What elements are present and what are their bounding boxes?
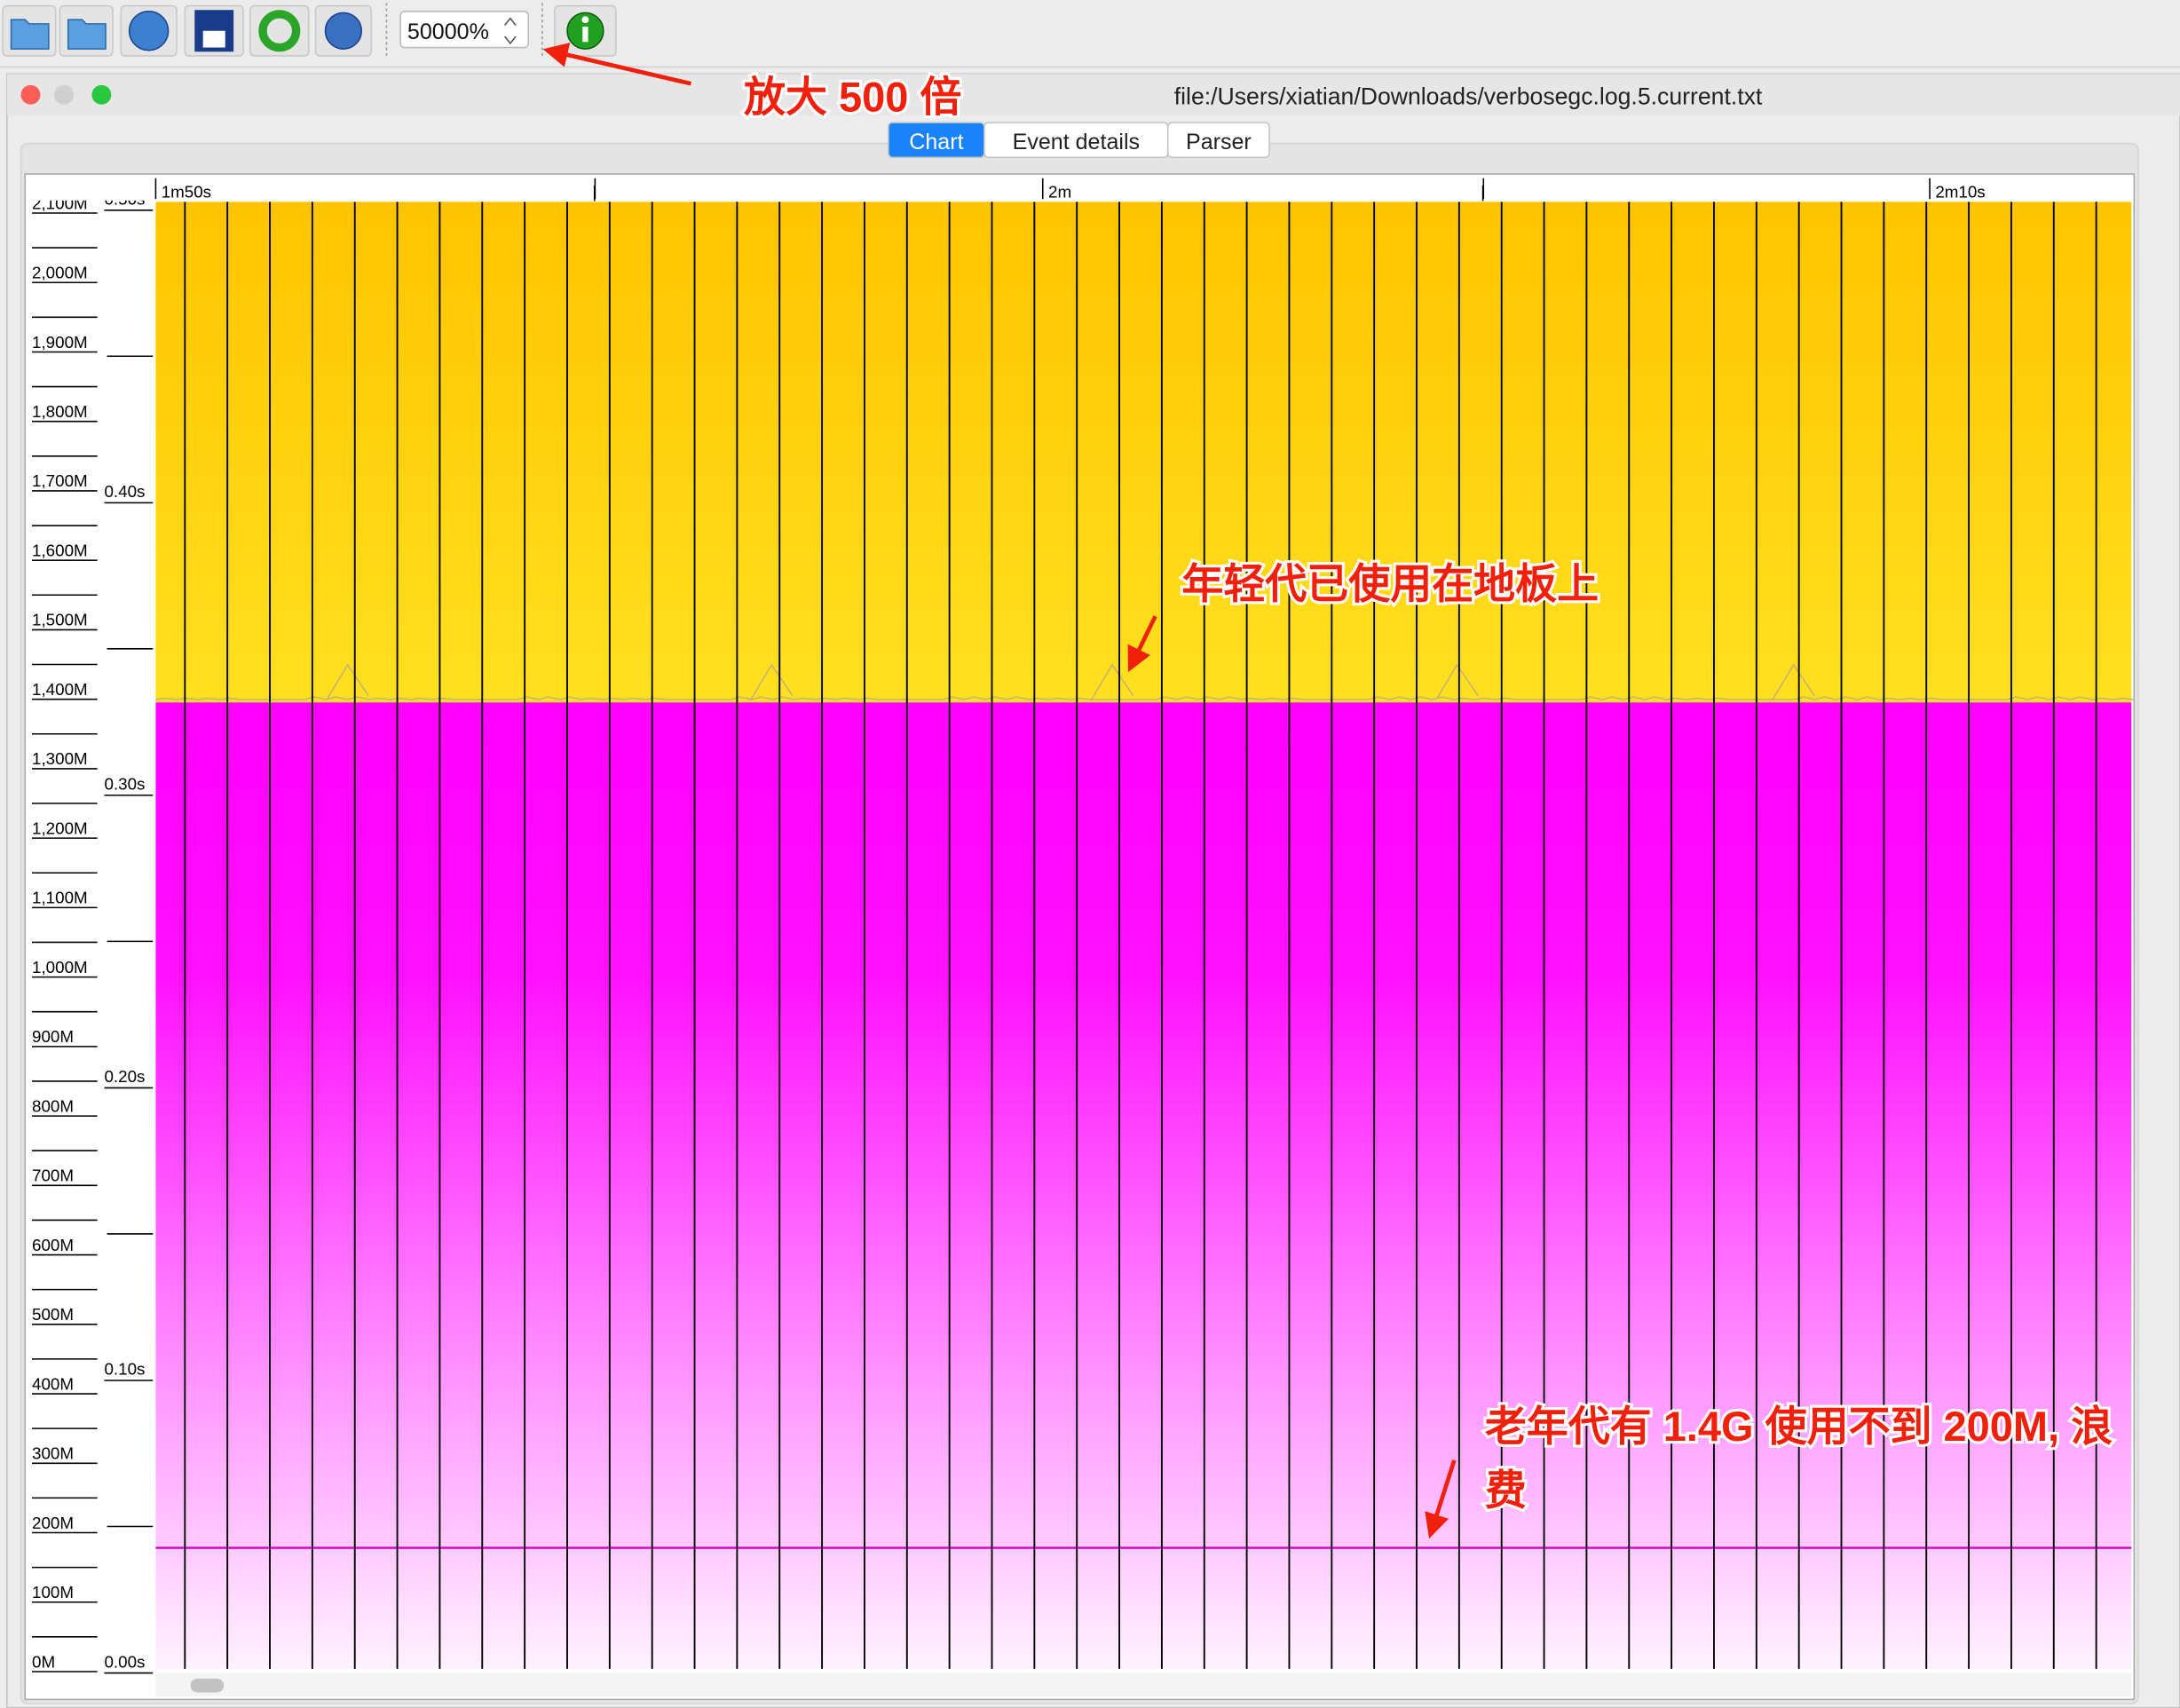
axes: 1m50s | 2m | 2m10s 0M 100M 200M 300M 400M 500M 600M… — [26, 175, 1986, 1674]
annotation-arrow — [1425, 1459, 1457, 1539]
memory-tick-label: 600M — [32, 1236, 74, 1254]
globe-icon — [128, 11, 170, 51]
memory-tick-label: 1,800M — [32, 402, 88, 421]
window-title: file:/Users/xiatian/Downloads/verbosegc.… — [1174, 83, 1763, 110]
time-tick-label: 2m10s — [1935, 183, 1985, 202]
time-tick-label: | — [592, 183, 596, 202]
memory-tick-label: 1,100M — [32, 889, 88, 907]
memory-tick-label: 800M — [32, 1096, 74, 1115]
info-icon-glyph — [582, 27, 588, 43]
memory-tick-label: 0M — [32, 1652, 55, 1671]
memory-tick-label: 2,000M — [32, 264, 88, 282]
folder-icon — [10, 19, 50, 50]
gc-lines — [184, 202, 2097, 1669]
refresh-icon — [258, 10, 301, 52]
memory-tick-label: 700M — [32, 1166, 74, 1185]
tenured-generation-area — [155, 702, 2132, 1669]
zoom-spinner[interactable] — [399, 11, 529, 49]
watch-icon — [324, 12, 363, 50]
memory-tick-label: 900M — [32, 1027, 74, 1046]
annotation-arrow — [542, 43, 691, 86]
folder-icon — [67, 19, 107, 50]
minimize-button[interactable] — [54, 84, 75, 105]
memory-tick-label: 1,700M — [32, 471, 88, 490]
annotation-text: 费 — [1485, 1467, 1527, 1514]
window-titlebar — [6, 74, 2180, 116]
tab-bar: Chart Event details Parser — [888, 122, 1270, 159]
annotation-text: 放大 500 倍 — [744, 74, 961, 121]
tab-label: Parser — [1186, 130, 1252, 154]
memory-tick-label: 200M — [32, 1514, 74, 1532]
top-mask — [26, 175, 154, 201]
memory-tick-label: 1,200M — [32, 818, 88, 837]
pause-tick-label: 0.30s — [104, 775, 145, 794]
memory-tick-label: 400M — [32, 1374, 74, 1393]
save-icon-label — [202, 30, 225, 48]
time-tick-label: 2m — [1048, 183, 1071, 202]
scrollbar-thumb[interactable] — [190, 1678, 225, 1693]
memory-tick-label: 1,400M — [32, 680, 88, 699]
tab-label: Event details — [1013, 130, 1140, 154]
spinner-arrows — [503, 17, 517, 45]
pause-tick-label: 0.10s — [104, 1360, 145, 1379]
annotation-arrow — [1127, 615, 1157, 673]
memory-tick-label: 1,500M — [32, 611, 88, 629]
horizontal-scrollbar[interactable] — [155, 1672, 2132, 1697]
memory-tick-label: 1,600M — [32, 541, 88, 559]
young-used-line — [155, 663, 2135, 700]
time-tick-label: 1m50s — [162, 183, 211, 202]
memory-tick-label: 100M — [32, 1583, 74, 1601]
tab[interactable] — [1166, 122, 1270, 159]
memory-tick-label: 1,000M — [32, 958, 88, 977]
toolbar-buttons: 50000% — [2, 3, 617, 59]
zoom-window-button[interactable] — [91, 84, 112, 105]
time-tick-label: | — [1481, 183, 1485, 202]
memory-tick-label: 1,900M — [32, 333, 88, 352]
zoom-value: 50000% — [407, 20, 489, 44]
pause-tick-label: 0.00s — [104, 1652, 145, 1671]
memory-tick-label: 300M — [32, 1444, 74, 1463]
memory-tick-label: 500M — [32, 1305, 74, 1324]
close-button[interactable] — [20, 84, 41, 105]
info-icon-dot — [581, 16, 589, 24]
memory-tick-label: 1,300M — [32, 749, 88, 768]
annotation-text: 年轻代已使用在地板上 — [1181, 560, 1599, 607]
pause-tick-label: 0.20s — [104, 1067, 145, 1086]
pause-tick-label: 0.40s — [104, 482, 145, 501]
tab-label: Chart — [909, 130, 963, 154]
annotation-text: 老年代有 1.4G 使用不到 200M, 浪 — [1485, 1403, 2113, 1450]
young-generation-area — [155, 202, 2132, 703]
